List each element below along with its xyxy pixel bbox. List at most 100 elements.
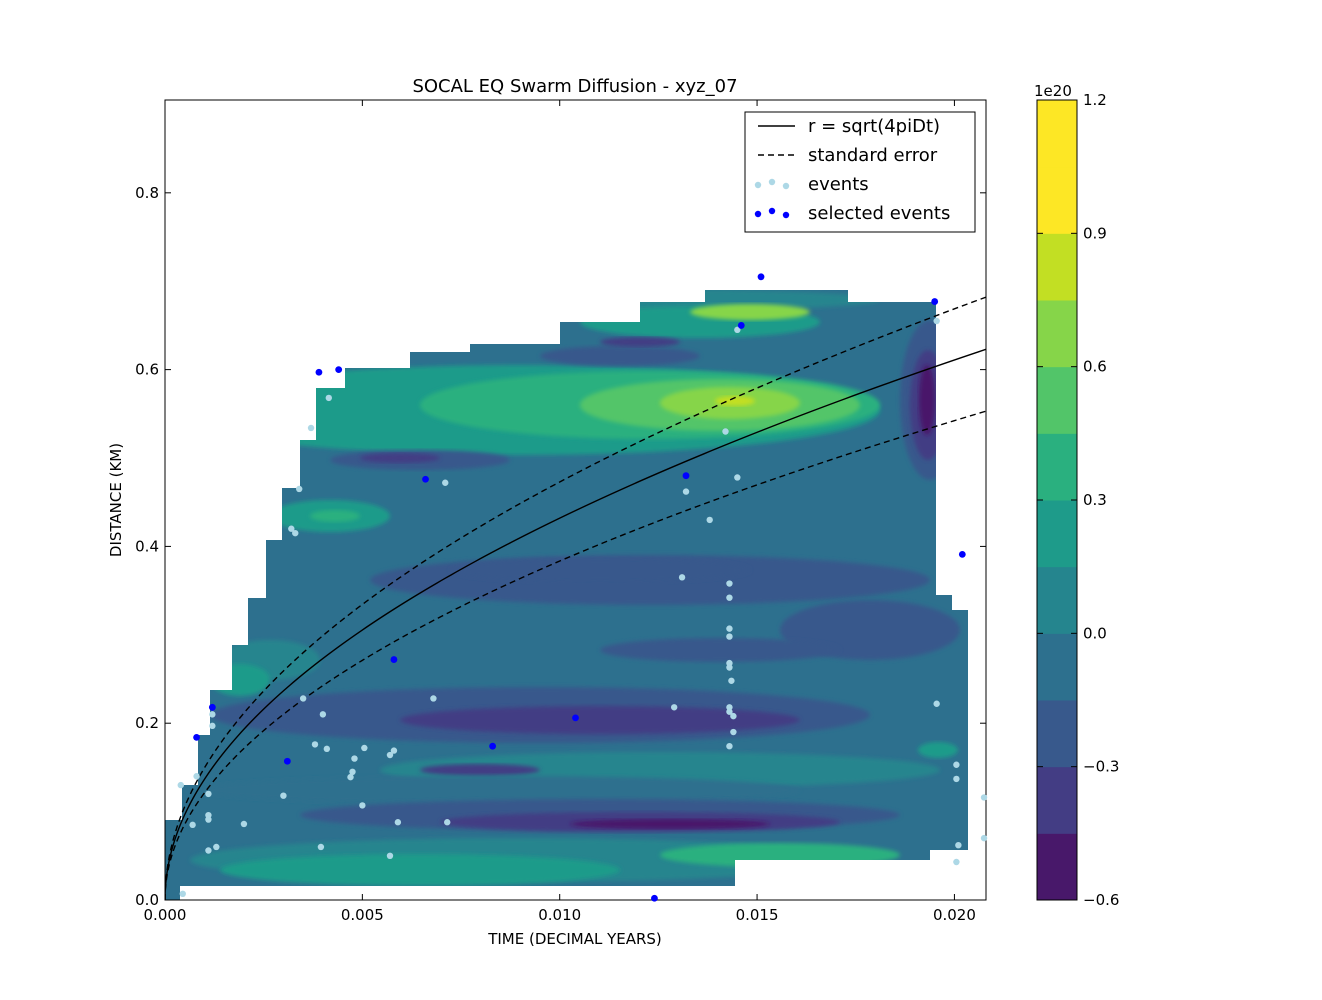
colorbar-tick-label: 0.3 — [1083, 491, 1107, 509]
event-point — [730, 712, 737, 720]
contour-blob — [918, 742, 958, 758]
event-point — [730, 728, 737, 736]
y-tick-label: 0.0 — [135, 891, 159, 909]
selected-event-point — [737, 322, 745, 329]
y-tick-label: 0.2 — [135, 714, 159, 732]
event-point — [209, 711, 216, 718]
event-point — [205, 847, 212, 854]
y-tick-label: 0.4 — [135, 537, 159, 555]
colorbar-bands — [1037, 100, 1077, 901]
fit-curves — [165, 296, 986, 900]
event-point — [347, 773, 354, 781]
selected-event-point — [757, 273, 765, 281]
contour-blob — [715, 396, 755, 406]
contour-blob — [690, 304, 810, 320]
selected-event-point — [283, 757, 291, 765]
colorbar-band — [1037, 633, 1077, 701]
event-point — [307, 424, 315, 432]
legend-label-selected: selected events — [808, 203, 950, 224]
event-point — [933, 317, 940, 325]
contour-blob — [450, 558, 750, 582]
colorbar-band — [1037, 566, 1077, 634]
event-point — [953, 858, 960, 866]
event-point — [311, 741, 319, 748]
colorbar-band — [1037, 100, 1077, 168]
events-layer — [177, 317, 988, 898]
event-point — [734, 474, 741, 481]
contour-field — [165, 290, 968, 900]
legend-label-events: events — [808, 174, 869, 195]
selected-event-point — [315, 368, 323, 376]
event-point — [726, 708, 733, 715]
contour-blob — [570, 819, 770, 829]
contour-blob — [210, 664, 270, 696]
contour-blob — [600, 337, 680, 347]
event-point — [386, 852, 394, 860]
x-axis-label: TIME (DECIMAL YEARS) — [487, 930, 662, 948]
event-point — [292, 529, 299, 537]
x-tick-label: 0.000 — [144, 906, 187, 924]
event-point — [953, 761, 960, 768]
y-tick-label: 0.6 — [135, 361, 159, 379]
colorbar-band — [1037, 433, 1077, 501]
selected-event-point — [208, 703, 216, 711]
event-point — [728, 677, 735, 684]
selected-events-layer — [193, 273, 966, 902]
colorbar-tick-label: 1.2 — [1083, 91, 1107, 109]
selected-event-point — [682, 472, 690, 480]
selected-event-point — [572, 714, 579, 722]
event-point — [189, 821, 196, 829]
event-point — [722, 428, 729, 435]
contour-blob — [660, 843, 900, 867]
event-point — [670, 704, 678, 711]
contour-blob — [310, 510, 360, 522]
event-point — [193, 773, 200, 780]
event-point — [980, 834, 988, 842]
event-point — [351, 755, 358, 762]
event-point — [386, 751, 394, 759]
event-point — [390, 747, 398, 754]
legend-label-fit: r = sqrt(4piDt) — [808, 116, 940, 137]
event-point — [726, 594, 733, 601]
selected-event-point — [958, 550, 966, 558]
event-point — [296, 485, 303, 493]
event-point — [177, 781, 184, 789]
selected-event-point — [422, 475, 429, 483]
event-point — [359, 802, 366, 809]
x-tick-label: 0.015 — [736, 906, 779, 924]
colorbar-band — [1037, 300, 1077, 368]
colorbar-ticks: −0.6 −0.3 0.0 0.3 0.6 0.9 1.2 — [1037, 91, 1119, 909]
event-point — [726, 704, 733, 711]
x-tick-label: 0.010 — [538, 906, 581, 924]
event-point — [179, 890, 186, 898]
x-axis-ticks: 0.000 0.005 0.010 0.015 0.020 — [144, 100, 976, 924]
event-point — [240, 820, 248, 828]
selected-event-point — [335, 366, 343, 374]
legend-box — [744, 111, 976, 233]
contour-blob — [420, 764, 540, 776]
selected-event-point — [931, 298, 939, 305]
fit-curve-line — [165, 348, 986, 900]
selected-event-point — [651, 894, 658, 902]
colorbar: −0.6 −0.3 0.0 0.3 0.6 0.9 1.2 1e20 — [1034, 82, 1119, 909]
event-point — [394, 819, 402, 826]
event-point — [980, 794, 988, 801]
legend-label-error: standard error — [808, 145, 938, 166]
colorbar-tick-label: 0.6 — [1083, 358, 1107, 376]
event-point — [734, 326, 741, 334]
event-point — [361, 744, 368, 752]
contour-blob — [220, 854, 620, 886]
event-point — [933, 700, 940, 707]
colorbar-band — [1037, 500, 1077, 568]
event-point — [325, 394, 333, 402]
event-point — [209, 722, 216, 730]
event-point — [706, 516, 713, 524]
event-point — [726, 664, 733, 671]
plot-frame — [164, 99, 987, 901]
event-point — [288, 525, 295, 532]
contour-blob — [600, 638, 840, 662]
event-point — [953, 775, 960, 783]
colorbar-band — [1037, 366, 1077, 434]
x-tick-label: 0.005 — [341, 906, 384, 924]
colorbar-tick-label: 0.9 — [1083, 224, 1107, 242]
